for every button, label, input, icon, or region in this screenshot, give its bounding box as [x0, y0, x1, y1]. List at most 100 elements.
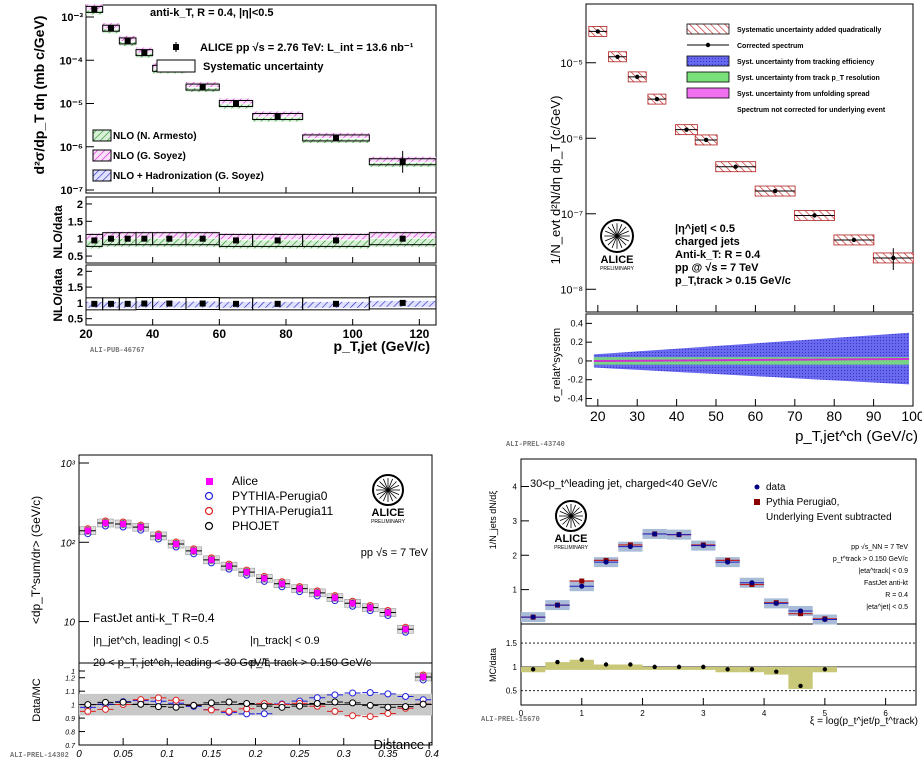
y-tick-label: 1 — [513, 663, 518, 672]
alice-data-point — [420, 673, 427, 680]
ratio-armesto-band — [302, 240, 370, 249]
x-tick-label: 0.4 — [425, 749, 439, 758]
x-tick-label: 4 — [762, 709, 767, 718]
ratio-data-point — [166, 300, 173, 307]
data-label: ALICE pp √s = 2.76 TeV: L_int = 13.6 nb⁻… — [200, 42, 414, 54]
data-point — [627, 544, 633, 550]
data-point — [749, 580, 755, 586]
alice-data-point — [296, 585, 303, 592]
x-tick-label: 60 — [748, 408, 764, 424]
data-point — [595, 29, 601, 34]
ratio-perugia11-point — [331, 707, 339, 715]
y-tick-label: 3 — [513, 517, 518, 526]
legend-entry: Pythia Perugia0, — [766, 497, 839, 508]
y-tick-label: 10⁻³ — [61, 12, 83, 24]
data-point — [124, 37, 131, 44]
y-tick-label: 0.7 — [65, 743, 76, 750]
ratio-phojet-point — [190, 701, 198, 709]
alice-logo-ray — [566, 504, 572, 517]
alice-logo-text: ALICE — [601, 254, 634, 266]
y-tick-label: 10⁻⁸ — [560, 284, 583, 296]
data-point — [725, 559, 731, 565]
alice-data-point — [243, 569, 250, 576]
y-tick-label: 10³ — [61, 459, 76, 470]
data-point — [530, 614, 536, 620]
legend-entry: data — [766, 482, 786, 493]
y-tick-label: 2 — [77, 199, 83, 211]
chart-title: 30<p_t^leading jet, charged<40 GeV/c — [530, 478, 718, 490]
ratio-data-point — [274, 300, 281, 307]
y-axis-label: 1/N_evt d²N/dη dp_T (c/GeV) — [548, 96, 563, 265]
ratio-phojet-point — [384, 703, 392, 711]
legend-swatch — [92, 129, 112, 142]
alice-data-point — [384, 609, 391, 616]
alice-data-point — [208, 556, 215, 563]
annotation: p_T,track > 0.15 GeV/c — [675, 275, 791, 287]
legend-marker — [204, 521, 214, 531]
eta-jet-label: |η_jet^ch, leading| < 0.5 — [93, 635, 209, 647]
ratio-soyez-band — [252, 233, 303, 240]
y-tick-label: 1 — [71, 703, 75, 710]
ratio-perugia0-point — [349, 689, 357, 697]
energy-label: pp √s = 7 TeV — [361, 547, 429, 559]
y-axis-label: 1/N_jets dN/dξ — [488, 491, 498, 550]
alice-data-point — [402, 626, 409, 633]
legend-marker — [705, 42, 711, 48]
ratio-point — [603, 662, 609, 667]
alice-logo-ray — [570, 507, 580, 517]
data-point — [199, 84, 206, 91]
y-tick-label: 1 — [77, 234, 83, 246]
y-axis-label: <dp_T^sum/dr> (GeV/c) — [29, 496, 43, 624]
data-point — [822, 617, 828, 623]
x-tick-label: 0.35 — [378, 749, 398, 758]
panel-top-left: 10⁻³10⁻⁴10⁻⁵10⁻⁶10⁻⁷21.510.521.510.520 40… — [31, 4, 437, 355]
y-tick-label: 2 — [513, 551, 518, 560]
alice-logo-text: ALICE — [555, 533, 588, 545]
x-tick-label: 100 — [343, 327, 363, 341]
data-point — [579, 583, 585, 589]
x-tick-label: 0 — [76, 749, 82, 758]
ratio-soyez-band — [136, 231, 153, 238]
x-tick-label: 20 — [590, 408, 606, 424]
alice-data-point — [349, 600, 356, 607]
alice-preliminary-text: PRELIMINARY — [554, 545, 588, 551]
data-point — [676, 532, 682, 538]
x-tick-label: 40 — [146, 327, 160, 341]
data-point — [773, 600, 779, 606]
ratio-soyez-band — [86, 233, 103, 240]
ratio-data-point — [333, 300, 339, 307]
legend-marker — [206, 478, 213, 485]
ratio-point — [774, 669, 779, 674]
alice-logo-ray — [562, 515, 572, 525]
annotation: FastJet anti-kt — [864, 580, 908, 587]
alice-logo-ray — [611, 235, 618, 248]
ratio-point — [530, 667, 536, 672]
ratio-band — [593, 664, 619, 670]
alice-data-point — [278, 580, 285, 587]
x-tick-label: 100 — [901, 408, 922, 424]
y-tick-label: 0.5 — [68, 251, 83, 263]
figure-tag: ALI-PUB-46767 — [90, 347, 145, 355]
data-point — [108, 25, 114, 32]
y-tick-label: 10⁻⁶ — [560, 133, 583, 145]
figure-tag: ALI-PREL-15670 — [481, 716, 540, 724]
ratio-armesto-band — [86, 240, 103, 249]
ratio-phojet-point — [349, 699, 357, 707]
y-tick-label: 1 — [513, 586, 518, 595]
x-tick-label: 20 — [79, 327, 93, 341]
alice-logo-ray — [616, 235, 629, 242]
annotation: |η^jet| < 0.5 — [675, 223, 735, 235]
x-axis-label: p_T,jet (GeV/c) — [334, 338, 430, 354]
ratio-perugia0-point — [402, 692, 410, 700]
ratio-perugia11-point — [172, 696, 180, 704]
alice-logo-ray — [570, 504, 576, 517]
ratio-plot-frame-1 — [85, 196, 437, 264]
ratio-data-point — [108, 235, 114, 242]
alice-logo-ray — [607, 226, 618, 237]
alice-logo-ray — [607, 235, 618, 246]
x-tick-label: 30 — [629, 408, 645, 424]
legend-entry: NLO (G. Soyez) — [113, 151, 186, 162]
y-tick-label: 4 — [513, 483, 518, 492]
y-tick-label: -0.4 — [567, 393, 583, 403]
